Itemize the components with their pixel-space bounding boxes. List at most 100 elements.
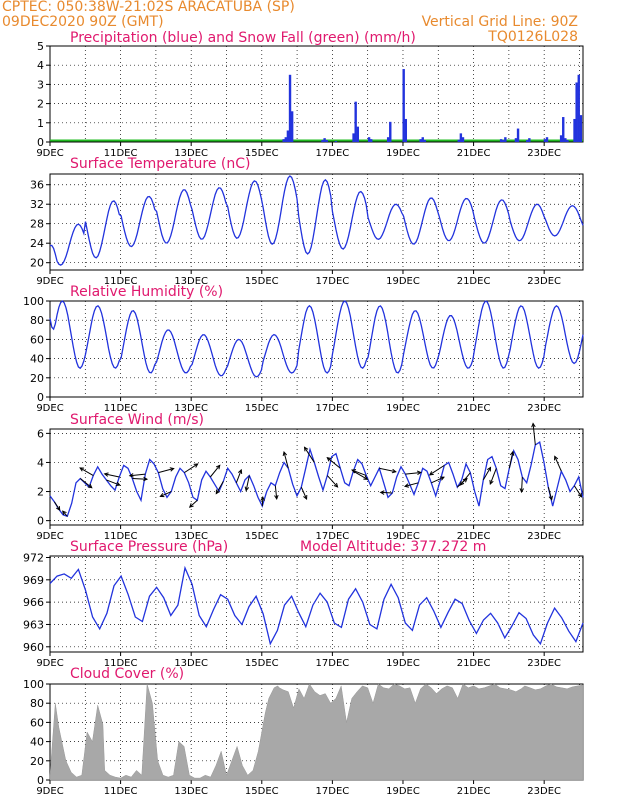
pressure-ytick-label: 966 [23, 596, 44, 609]
wind-arrow [351, 469, 367, 477]
wind-arrow [404, 482, 419, 487]
temp-xtick-label: 21DEC [457, 276, 491, 287]
wind-arrow [80, 478, 93, 489]
wind-arrow [379, 467, 396, 473]
cloud-xtick-label: 9DEC [36, 786, 63, 797]
wind-arrow [104, 473, 120, 478]
wind-xtick-label: 21DEC [457, 531, 491, 542]
pressure-ytick-label: 960 [23, 641, 44, 654]
wind-arrow-head [215, 489, 220, 495]
cloud-ytick-label: 20 [30, 755, 44, 768]
pressure-xtick-label: 21DEC [457, 658, 491, 669]
cloud-title: Cloud Cover (%) [70, 666, 185, 682]
station-label: CPTEC: 050:38W-21:02S ARACATUBA (SP) [2, 0, 295, 15]
precip-bar [367, 137, 371, 142]
precip-bar [559, 135, 563, 142]
wind-arrow [209, 465, 221, 478]
pressure-xtick-label: 15DEC [245, 658, 279, 669]
precip-bar [389, 121, 392, 142]
header: CPTEC: 050:38W-21:02S ARACATUBA (SP) 09D… [0, 0, 618, 44]
wind-xtick-label: 19DEC [386, 531, 420, 542]
rh-ytick-label: 40 [30, 353, 44, 366]
precip-xtick-label: 17DEC [316, 148, 350, 159]
rh-xtick-label: 17DEC [316, 403, 350, 414]
rh-xtick-label: 11DEC [104, 403, 138, 414]
wind-arrow [215, 481, 224, 494]
pressure-title: Surface Pressure (hPa) [70, 539, 229, 555]
wind-arrow [62, 510, 68, 517]
precip-bar [573, 118, 576, 142]
cloud-ytick-label: 40 [30, 736, 44, 749]
wind-xtick-label: 9DEC [36, 531, 63, 542]
rh-xtick-label: 19DEC [386, 403, 420, 414]
wind-arrow [532, 423, 536, 446]
wind-arrow-head [489, 479, 494, 485]
precip-title: Precipitation (blue) and Snow Fall (gree… [70, 30, 416, 46]
wind-arrow [429, 464, 445, 476]
wind-xtick-label: 17DEC [316, 531, 350, 542]
wind-arrow [189, 499, 198, 508]
wind-arrow-head [282, 450, 288, 457]
precip-bar [579, 115, 583, 142]
wind-arrow [283, 451, 289, 469]
precip-xtick-label: 11DEC [104, 148, 138, 159]
wind-arrow [274, 485, 278, 499]
precip-bar [504, 137, 507, 142]
precip-bar [334, 141, 338, 142]
wind-arrow-head [428, 471, 434, 476]
wind-xtick-label: 23DEC [527, 531, 561, 542]
precip-ytick-label: 3 [37, 78, 44, 91]
wind-arrow [245, 475, 250, 491]
temp-xtick-label: 13DEC [174, 276, 208, 287]
precip-bar [459, 133, 463, 142]
temp-ytick-label: 32 [30, 198, 44, 211]
precip-bar [402, 69, 405, 142]
wind-arrow-head [439, 476, 445, 481]
wind-arrow-head [509, 450, 515, 456]
precip-bar [325, 140, 328, 142]
precip-bar [356, 126, 359, 142]
precip-bar [386, 137, 390, 142]
wind-arrow-head [260, 496, 265, 501]
wind-arrow [184, 463, 198, 474]
pressure-ytick-label: 972 [23, 551, 44, 564]
cloud-xtick-label: 11DEC [104, 786, 138, 797]
cloud-ytick-label: 0 [37, 774, 44, 787]
wind-arrow-head [363, 475, 369, 480]
precip-bar [423, 140, 427, 142]
rh-xtick-label: 23DEC [527, 403, 561, 414]
wind-arrow-head [215, 464, 221, 470]
wind-arrow [547, 487, 553, 500]
temp-xtick-label: 19DEC [386, 276, 420, 287]
wind-arrow [459, 472, 471, 486]
temp-xtick-label: 15DEC [245, 276, 279, 287]
wind-arrow-head [303, 446, 309, 452]
wind-arrow [79, 467, 94, 476]
rh-ytick-label: 20 [30, 372, 44, 385]
wind-arrow-head [326, 457, 332, 462]
rh-xtick-label: 21DEC [457, 403, 491, 414]
wind-xtick-label: 15DEC [245, 531, 279, 542]
wind-arrow-head [87, 483, 93, 489]
wind-arrow [521, 476, 523, 493]
wind-arrow-head [103, 472, 109, 477]
temperature-line [49, 175, 584, 266]
precip-bar [323, 138, 326, 142]
humidity-title: Relative Humidity (%) [70, 284, 224, 300]
wind-title: Surface Wind (m/s) [70, 412, 204, 428]
wind-ytick-label: 4 [37, 456, 44, 469]
precip-bar [288, 74, 292, 142]
temp-ytick-label: 24 [30, 237, 44, 250]
grid-line-note: Vertical Grid Line: 90Z [421, 14, 578, 30]
pressure-ytick-label: 963 [23, 618, 44, 631]
precip-bar [526, 140, 529, 142]
wind-arrow-head [193, 463, 199, 468]
pressure-xtick-label: 11DEC [104, 658, 138, 669]
precip-bar [499, 139, 503, 142]
precip-bar [516, 128, 520, 142]
humidity-line [49, 300, 584, 378]
wind-arrow-head [531, 422, 536, 428]
precip-bar [575, 82, 578, 142]
precip-ytick-label: 4 [37, 59, 44, 72]
